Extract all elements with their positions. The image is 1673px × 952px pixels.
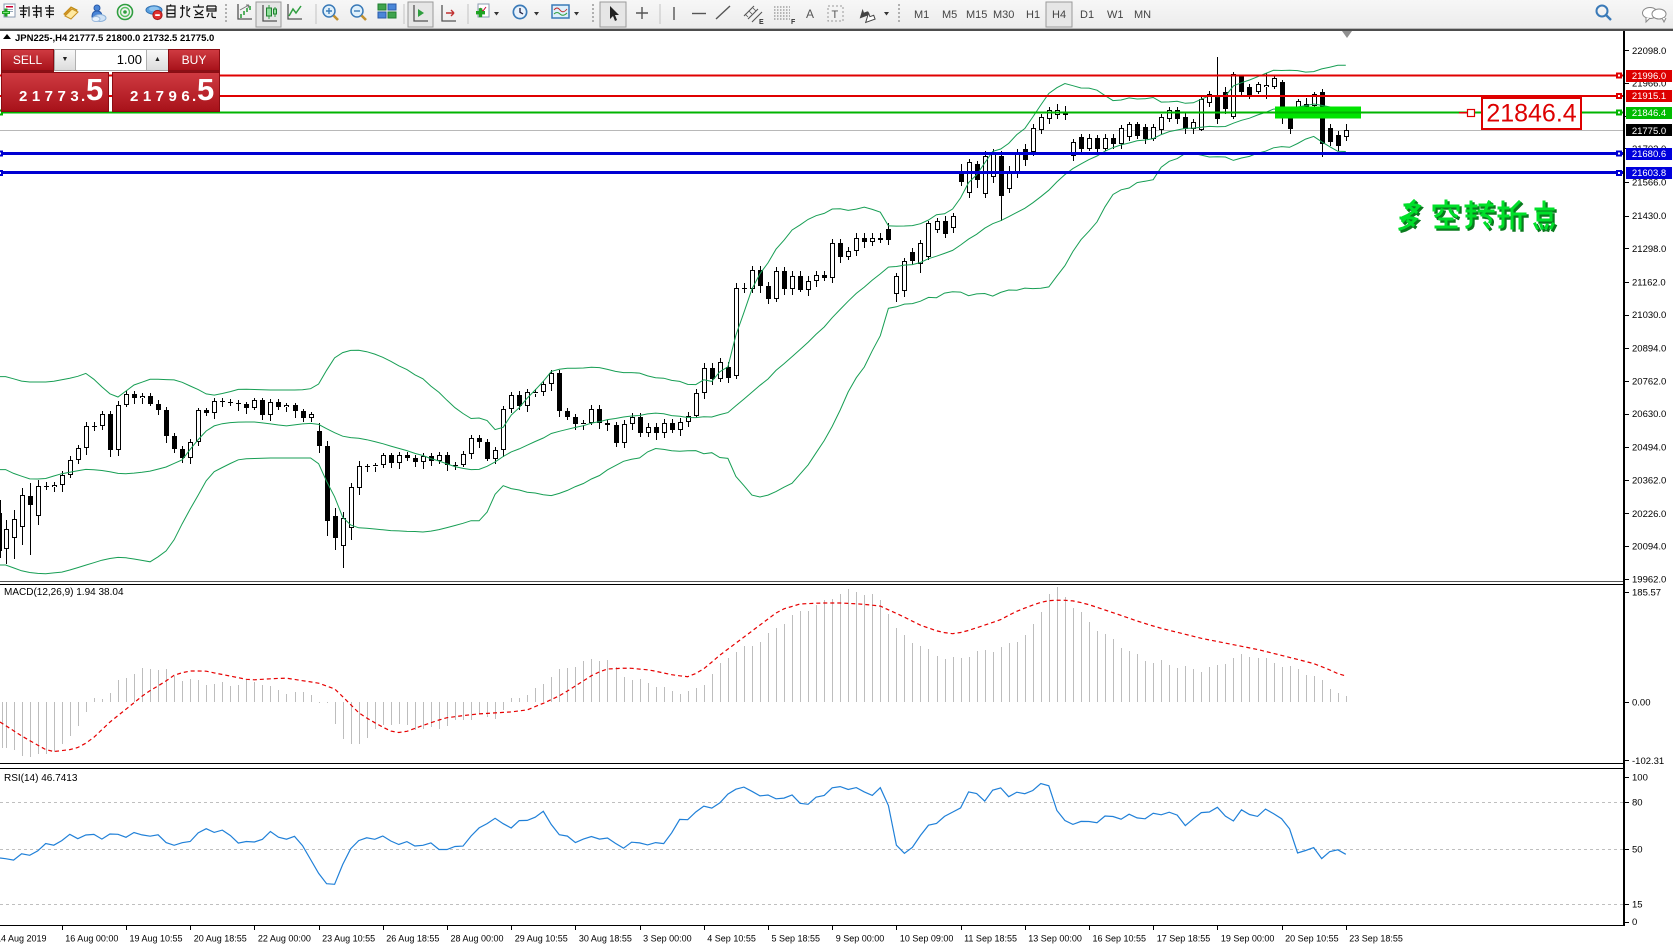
svg-text:21846.4: 21846.4 — [1632, 108, 1666, 119]
svg-text:30 Aug 18:55: 30 Aug 18:55 — [579, 934, 632, 944]
svg-text:H1: H1 — [1026, 9, 1040, 21]
svg-text:21846.4: 21846.4 — [1486, 100, 1576, 128]
svg-text:26 Aug 18:55: 26 Aug 18:55 — [386, 934, 439, 944]
svg-text:21430.0: 21430.0 — [1632, 211, 1666, 222]
svg-text:-102.31: -102.31 — [1632, 756, 1664, 767]
svg-text:13 Sep 00:00: 13 Sep 00:00 — [1028, 934, 1082, 944]
svg-text:21775.0: 21775.0 — [1632, 126, 1666, 137]
svg-text:M5: M5 — [942, 9, 957, 21]
svg-text:RSI(14) 46.7413: RSI(14) 46.7413 — [4, 773, 78, 784]
svg-text:21162.0: 21162.0 — [1632, 277, 1666, 288]
svg-text:MN: MN — [1134, 9, 1151, 21]
svg-text:20094.0: 20094.0 — [1632, 542, 1666, 553]
svg-text:M15: M15 — [966, 9, 987, 21]
svg-text:21030.0: 21030.0 — [1632, 310, 1666, 321]
svg-text:20 Sep 10:55: 20 Sep 10:55 — [1285, 934, 1339, 944]
svg-text:80: 80 — [1632, 798, 1643, 809]
svg-text:185.57: 185.57 — [1632, 588, 1661, 599]
svg-text:22098.0: 22098.0 — [1632, 46, 1666, 57]
svg-text:20630.0: 20630.0 — [1632, 409, 1666, 420]
svg-text:M30: M30 — [993, 9, 1014, 21]
svg-text:JPN225-,H4: JPN225-,H4 — [15, 33, 68, 44]
svg-text:29 Aug 10:55: 29 Aug 10:55 — [515, 934, 568, 944]
svg-text:21996.0: 21996.0 — [1632, 71, 1666, 82]
svg-text:21966.0: 21966.0 — [1632, 79, 1666, 90]
svg-text:0.00: 0.00 — [1632, 698, 1651, 709]
svg-text:5 Sep 18:55: 5 Sep 18:55 — [772, 934, 821, 944]
svg-text:15: 15 — [1632, 900, 1643, 911]
svg-text:11 Sep 18:55: 11 Sep 18:55 — [964, 934, 1017, 944]
svg-text:16 Aug 00:00: 16 Aug 00:00 — [65, 934, 118, 944]
svg-text:0: 0 — [1632, 917, 1637, 928]
svg-text:20226.0: 20226.0 — [1632, 509, 1666, 520]
svg-text:100: 100 — [1632, 773, 1648, 784]
svg-text:14 Aug 2019: 14 Aug 2019 — [0, 934, 47, 944]
svg-text:50: 50 — [1632, 845, 1643, 856]
svg-text:H4: H4 — [1052, 9, 1066, 21]
svg-text:20 Aug 18:55: 20 Aug 18:55 — [194, 934, 247, 944]
svg-text:23 Sep 18:55: 23 Sep 18:55 — [1349, 934, 1403, 944]
svg-text:21298.0: 21298.0 — [1632, 244, 1666, 255]
svg-text:21603.8: 21603.8 — [1632, 168, 1666, 179]
svg-text:28 Aug 00:00: 28 Aug 00:00 — [451, 934, 504, 944]
svg-text:E: E — [759, 19, 764, 26]
svg-text:3 Sep 00:00: 3 Sep 00:00 — [643, 934, 692, 944]
svg-text:MACD(12,26,9) 1.94 38.04: MACD(12,26,9) 1.94 38.04 — [4, 587, 124, 598]
svg-text:M1: M1 — [914, 9, 929, 21]
svg-text:20894.0: 20894.0 — [1632, 344, 1666, 355]
svg-text:17 Sep 18:55: 17 Sep 18:55 — [1157, 934, 1211, 944]
svg-text:21566.0: 21566.0 — [1632, 177, 1666, 188]
svg-text:21915.1: 21915.1 — [1632, 91, 1666, 102]
svg-text:20762.0: 20762.0 — [1632, 376, 1666, 387]
svg-text:23 Aug 10:55: 23 Aug 10:55 — [322, 934, 375, 944]
svg-text:A: A — [806, 7, 814, 21]
svg-text:19 Sep 00:00: 19 Sep 00:00 — [1221, 934, 1275, 944]
svg-text:19962.0: 19962.0 — [1632, 574, 1666, 585]
svg-text:21777.5 21800.0 21732.5 21775.: 21777.5 21800.0 21732.5 21775.0 — [69, 33, 214, 44]
svg-text:10 Sep 09:00: 10 Sep 09:00 — [900, 934, 954, 944]
svg-text:22 Aug 00:00: 22 Aug 00:00 — [258, 934, 311, 944]
svg-text:16 Sep 10:55: 16 Sep 10:55 — [1093, 934, 1147, 944]
svg-text:19 Aug 10:55: 19 Aug 10:55 — [130, 934, 183, 944]
svg-text:F: F — [791, 19, 796, 26]
svg-text:T: T — [832, 9, 839, 21]
svg-text:9 Sep 00:00: 9 Sep 00:00 — [836, 934, 885, 944]
svg-text:W1: W1 — [1107, 9, 1124, 21]
svg-text:20494.0: 20494.0 — [1632, 443, 1666, 454]
svg-text:20362.0: 20362.0 — [1632, 475, 1666, 486]
svg-text:4 Sep 10:55: 4 Sep 10:55 — [707, 934, 756, 944]
svg-text:21680.6: 21680.6 — [1632, 149, 1666, 160]
svg-text:D1: D1 — [1080, 9, 1094, 21]
